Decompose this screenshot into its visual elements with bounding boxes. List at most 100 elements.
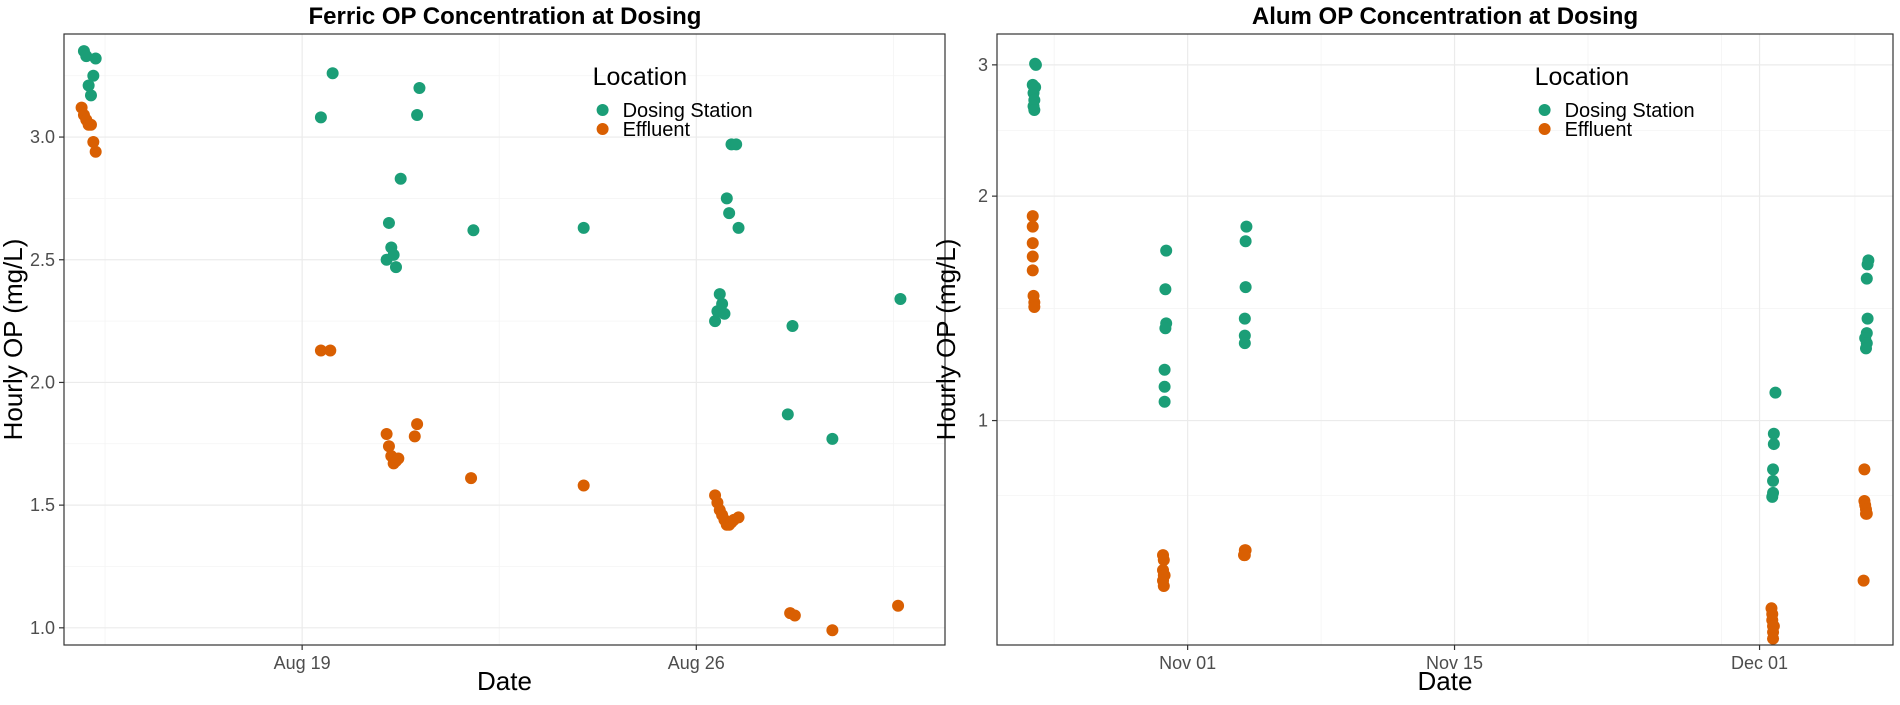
dosing-station-point: [1158, 395, 1171, 408]
chart-title: Ferric OP Concentration at Dosing: [309, 3, 702, 30]
effluent-point: [1860, 507, 1873, 520]
dosing-station-point: [87, 69, 100, 82]
effluent-point: [392, 452, 405, 465]
dosing-station-point: [82, 79, 95, 92]
legend-label: Effluent: [623, 119, 691, 141]
plot-frame: [996, 33, 1894, 646]
dosing-station-point: [387, 248, 400, 261]
x-axis-title: Date: [1418, 666, 1473, 696]
effluent-point: [1157, 554, 1170, 567]
dosing-station-point: [1029, 58, 1042, 71]
legend-swatch: [1538, 104, 1551, 116]
x-tick-label: Dec 01: [1731, 653, 1788, 673]
x-tick-label: Aug 19: [274, 653, 331, 673]
dosing-station-point: [314, 111, 327, 124]
effluent-point: [1026, 264, 1039, 277]
dosing-station-point: [709, 315, 722, 328]
y-tick-label: 1.0: [30, 618, 55, 638]
y-tick-label: 2.5: [30, 250, 55, 270]
y-tick-label: 1: [978, 411, 988, 431]
dosing-station-point: [826, 432, 839, 445]
dosing-station-point: [723, 207, 736, 220]
dosing-station-point: [577, 221, 590, 234]
effluent-point: [465, 472, 478, 485]
dosing-station-point: [394, 172, 407, 185]
effluent-point: [788, 609, 801, 622]
dosing-station-point: [732, 221, 745, 234]
y-tick-label: 3.0: [30, 127, 55, 147]
dosing-station-point: [1767, 474, 1780, 487]
effluent-point: [1858, 463, 1871, 476]
dosing-station-point: [1860, 272, 1873, 285]
legend-swatch: [596, 123, 609, 135]
dosing-station-point: [894, 293, 907, 306]
dosing-station-point: [720, 192, 733, 205]
dosing-station-point: [730, 138, 743, 151]
dosing-station-point: [1766, 490, 1779, 503]
dosing-station-point: [382, 216, 395, 229]
dosing-station-point: [411, 108, 424, 121]
dosing-station-point: [389, 261, 402, 274]
effluent-point: [324, 344, 337, 357]
effluent-point: [382, 440, 395, 453]
legend-swatch: [1538, 123, 1551, 135]
y-axis-title: Hourly OP (mg/L): [0, 239, 28, 441]
effluent-point: [1028, 301, 1041, 314]
x-axis-title: Date: [477, 666, 532, 696]
x-tick-label: Nov 15: [1426, 653, 1483, 673]
y-tick-label: 1.5: [30, 495, 55, 515]
dosing-station-point: [84, 89, 97, 102]
effluent-point: [826, 624, 839, 637]
effluent-point: [89, 145, 102, 158]
y-tick-label: 2: [978, 186, 988, 206]
effluent-point: [1767, 632, 1780, 645]
legend-label: Effluent: [1565, 119, 1633, 141]
dosing-station-point: [1240, 220, 1253, 233]
dosing-station-point: [89, 52, 102, 65]
dosing-station-point: [716, 297, 729, 310]
y-tick-label: 2.0: [30, 372, 55, 392]
dosing-station-point: [467, 224, 480, 237]
y-axis-title: Hourly OP (mg/L): [931, 239, 961, 441]
dosing-station-point: [1767, 427, 1780, 440]
effluent-point: [892, 599, 905, 612]
effluent-point: [1026, 237, 1039, 250]
dosing-station-point: [1029, 81, 1042, 94]
dosing-station-point: [1238, 312, 1251, 325]
effluent-point: [1157, 579, 1170, 592]
dosing-station-point: [718, 307, 731, 320]
effluent-point: [1026, 220, 1039, 233]
y-tick-label: 3: [978, 55, 988, 75]
legend-title: Location: [593, 63, 688, 91]
x-tick-label: Nov 01: [1159, 653, 1216, 673]
effluent-point: [87, 135, 100, 148]
dosing-station-point: [1239, 235, 1252, 248]
dosing-station-point: [1769, 386, 1782, 399]
effluent-point: [314, 344, 327, 357]
dosing-station-point: [1861, 258, 1874, 271]
dosing-station-point: [1159, 322, 1172, 335]
legend-title: Location: [1535, 63, 1630, 91]
dosing-station-point: [80, 50, 93, 63]
x-tick-label: Aug 26: [668, 653, 725, 673]
plot-frame: [63, 33, 946, 646]
ferric-panel: 1.0 1.5 2.0 2.5 3.0 Aug 19 Aug 26 Ferric OP Con…: [0, 3, 946, 696]
effluent-point: [84, 118, 97, 131]
alum-panel: 1 2 3 Nov 01 Nov 15 Dec 01 Alum OP Concentrati…: [931, 3, 1894, 696]
dosing-station-point: [786, 320, 799, 333]
legend-label: Dosing Station: [1565, 100, 1695, 122]
effluent-point: [577, 479, 590, 492]
dosing-station-point: [1767, 438, 1780, 451]
effluent-point: [1026, 210, 1039, 223]
dosing-station-point: [1160, 244, 1173, 257]
chart-title: Alum OP Concentration at Dosing: [1252, 3, 1638, 30]
legend-swatch: [596, 104, 609, 116]
dosing-station-point: [1158, 380, 1171, 393]
legend-label: Dosing Station: [623, 100, 753, 122]
dosing-station-point: [1158, 363, 1171, 376]
effluent-point: [380, 427, 393, 440]
effluent-point: [1026, 250, 1039, 263]
effluent-point: [1857, 574, 1870, 587]
